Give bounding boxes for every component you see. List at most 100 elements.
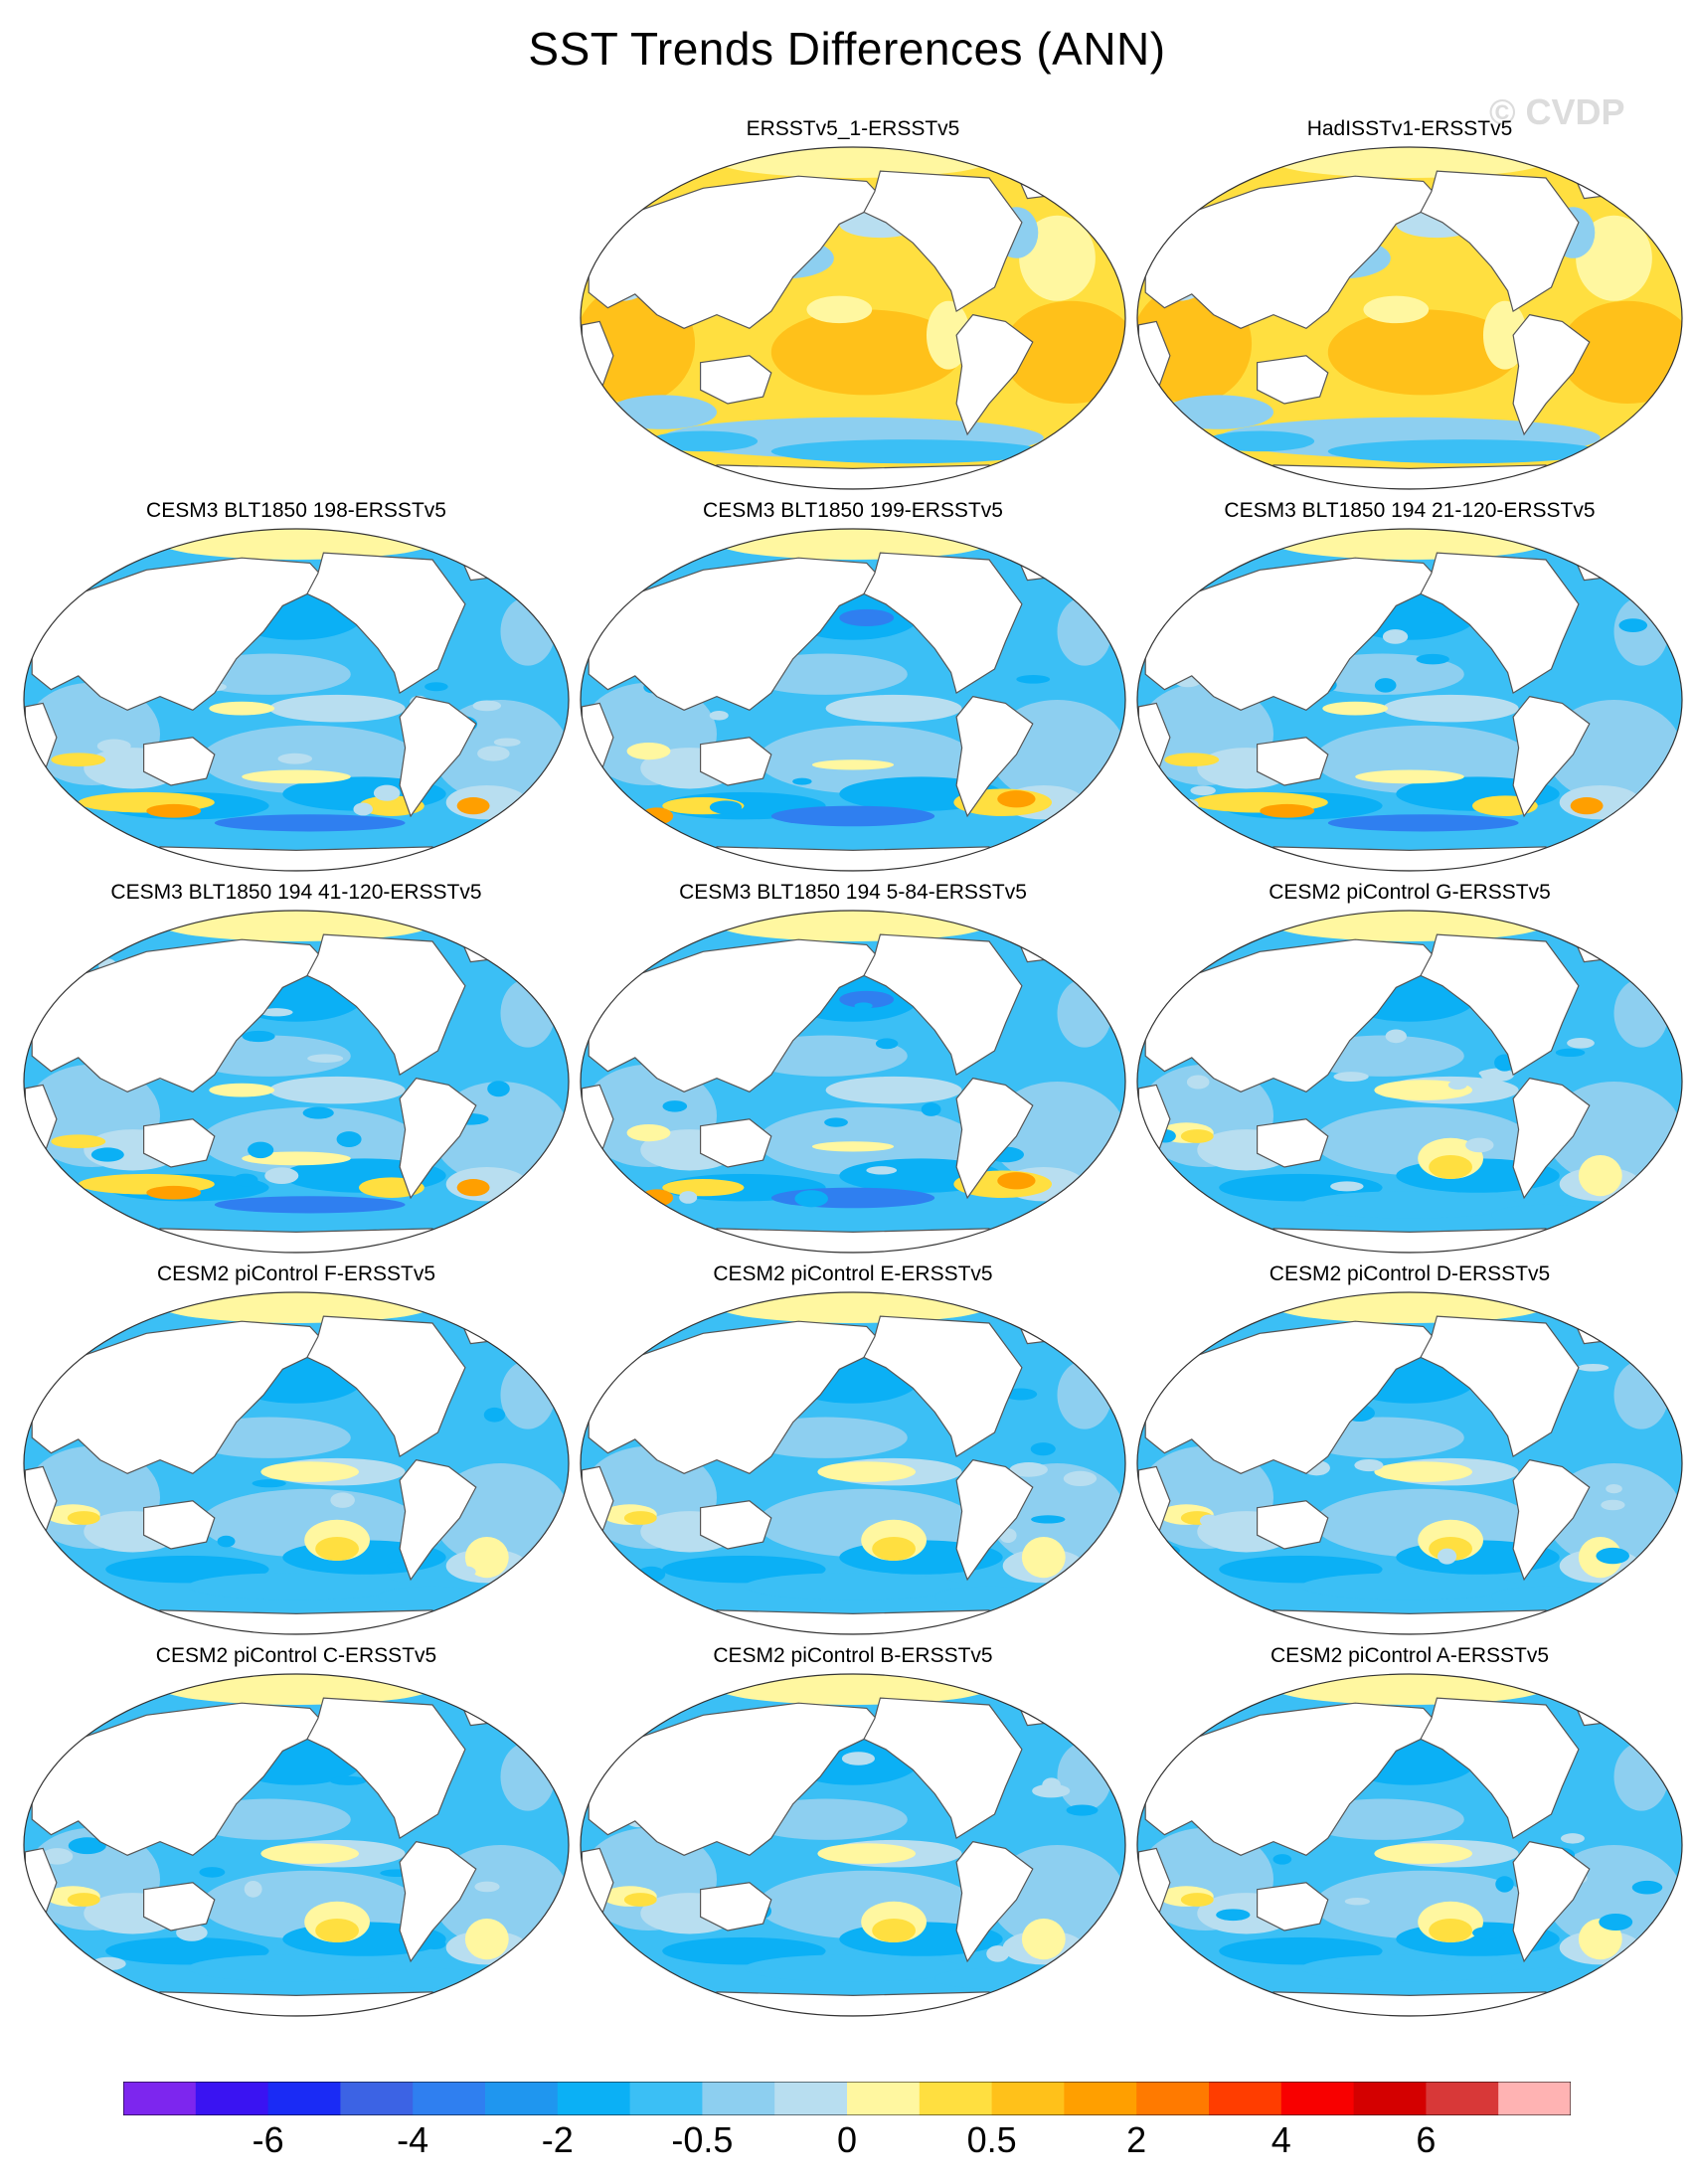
contour-blob xyxy=(500,978,556,1048)
contour-blob xyxy=(199,1867,226,1878)
contour-blob xyxy=(817,1843,917,1864)
land-australia xyxy=(700,355,772,405)
map-outline xyxy=(580,1291,1126,1635)
land-north-america xyxy=(863,933,1023,1077)
contour-blob xyxy=(1300,1191,1519,1219)
sst-field xyxy=(24,529,569,871)
contour-blob xyxy=(1613,596,1669,666)
land-north-america xyxy=(1420,170,1580,313)
map-panel: HadISSTv1-ERSSTv5 xyxy=(1131,117,1688,495)
contour-blob xyxy=(252,1479,286,1488)
land-asia-europe xyxy=(1144,175,1443,329)
sst-map xyxy=(1136,1291,1683,1635)
contour-blob xyxy=(260,1843,360,1864)
contour-blob xyxy=(1066,1804,1099,1816)
contour-blob xyxy=(67,1893,100,1907)
contour-blob xyxy=(1021,1918,1066,1960)
colorbar-tick-label: 4 xyxy=(1270,2119,1291,2160)
contour-blob xyxy=(277,753,313,764)
land-antarctica xyxy=(159,1991,433,2016)
sst-field xyxy=(1137,147,1682,489)
land-antarctica xyxy=(716,1609,990,1634)
contour-blob xyxy=(1491,1967,1601,1989)
contour-blob xyxy=(264,1167,299,1185)
land-antarctica xyxy=(716,464,990,489)
land-north-america xyxy=(863,1697,1023,1840)
map-outline xyxy=(1136,1291,1683,1635)
contour-blob xyxy=(1273,147,1546,178)
contour-blob xyxy=(1374,1843,1473,1864)
contour-blob xyxy=(487,1081,510,1097)
contour-blob xyxy=(1613,978,1669,1048)
contour-blob xyxy=(1374,1080,1473,1100)
contour-blob xyxy=(1555,1048,1586,1058)
map-outline xyxy=(1136,1673,1683,2017)
contour-blob xyxy=(717,911,989,941)
contour-blob xyxy=(423,1938,446,1950)
contour-blob xyxy=(1327,309,1519,396)
land-south-america xyxy=(955,313,1034,436)
contour-blob xyxy=(794,1190,829,1208)
contour-blob xyxy=(1021,1536,1066,1579)
contour-blob xyxy=(986,1945,1009,1962)
contour-blob xyxy=(1495,1876,1514,1893)
contour-blob xyxy=(825,694,962,723)
sst-field xyxy=(581,529,1125,871)
map-panel: CESM2 piControl C-ERSSTv5 xyxy=(18,1644,575,2022)
contour-blob xyxy=(1354,1458,1384,1472)
contour-blob xyxy=(336,1131,362,1147)
contour-blob xyxy=(1601,1499,1625,1511)
contour-blob xyxy=(260,1461,360,1482)
contour-blob xyxy=(424,682,448,692)
contour-blob xyxy=(244,1881,262,1898)
map-outline xyxy=(580,1673,1126,2017)
contour-blob xyxy=(146,1185,202,1200)
contour-blob xyxy=(1385,1029,1407,1044)
contour-blob xyxy=(717,1292,989,1323)
land-north-america xyxy=(306,552,466,695)
land-australia xyxy=(1257,1118,1329,1168)
map-outline xyxy=(1136,910,1683,1254)
contour-blob xyxy=(1004,1388,1038,1401)
contour-blob xyxy=(1363,295,1430,324)
map-outline xyxy=(23,1291,570,1635)
contour-blob xyxy=(1030,1442,1056,1456)
contour-blob xyxy=(1344,1898,1370,1906)
sst-map xyxy=(580,910,1126,1254)
sst-map xyxy=(1136,1673,1683,2017)
contour-blob xyxy=(1491,1204,1601,1226)
map-outline xyxy=(580,146,1126,490)
cvdp-watermark: © CVDP xyxy=(1489,91,1625,132)
contour-blob xyxy=(1382,694,1519,723)
contour-blob xyxy=(1416,653,1449,665)
contour-blob xyxy=(1199,1514,1219,1527)
land-australia xyxy=(1257,737,1329,786)
contour-blob xyxy=(472,700,502,712)
colorbar-swatch xyxy=(195,2082,269,2115)
contour-blob xyxy=(1576,215,1652,301)
land-australia xyxy=(1257,355,1329,405)
chart-title: SST Trends Differences (ANN) xyxy=(528,23,1166,75)
contour-blob xyxy=(477,746,510,761)
land-asia-europe xyxy=(31,938,330,1092)
contour-blob xyxy=(464,1536,509,1579)
panel-title: CESM2 piControl A-ERSSTv5 xyxy=(1270,1644,1550,1667)
panel-title: ERSSTv5_1-ERSSTv5 xyxy=(746,117,960,140)
contour-blob xyxy=(637,1566,666,1583)
land-australia xyxy=(700,737,772,786)
contour-blob xyxy=(1491,1586,1601,1607)
map-panel: CESM3 BLT1850 194 21-120-ERSSTv5 xyxy=(1131,499,1688,877)
contour-blob xyxy=(42,1848,74,1865)
contour-blob xyxy=(792,777,812,785)
contour-blob xyxy=(1186,1075,1210,1090)
contour-blob xyxy=(758,725,976,794)
land-south-america xyxy=(955,1077,1034,1200)
contour-blob xyxy=(315,1536,360,1562)
contour-blob xyxy=(268,694,406,723)
land-australia xyxy=(143,1118,216,1168)
land-australia xyxy=(143,1500,216,1550)
panel-title: CESM3 BLT1850 194 21-120-ERSSTv5 xyxy=(1224,499,1596,522)
colorbar-swatch xyxy=(1136,2082,1210,2115)
contour-blob xyxy=(1002,300,1125,404)
contour-blob xyxy=(1322,701,1389,716)
